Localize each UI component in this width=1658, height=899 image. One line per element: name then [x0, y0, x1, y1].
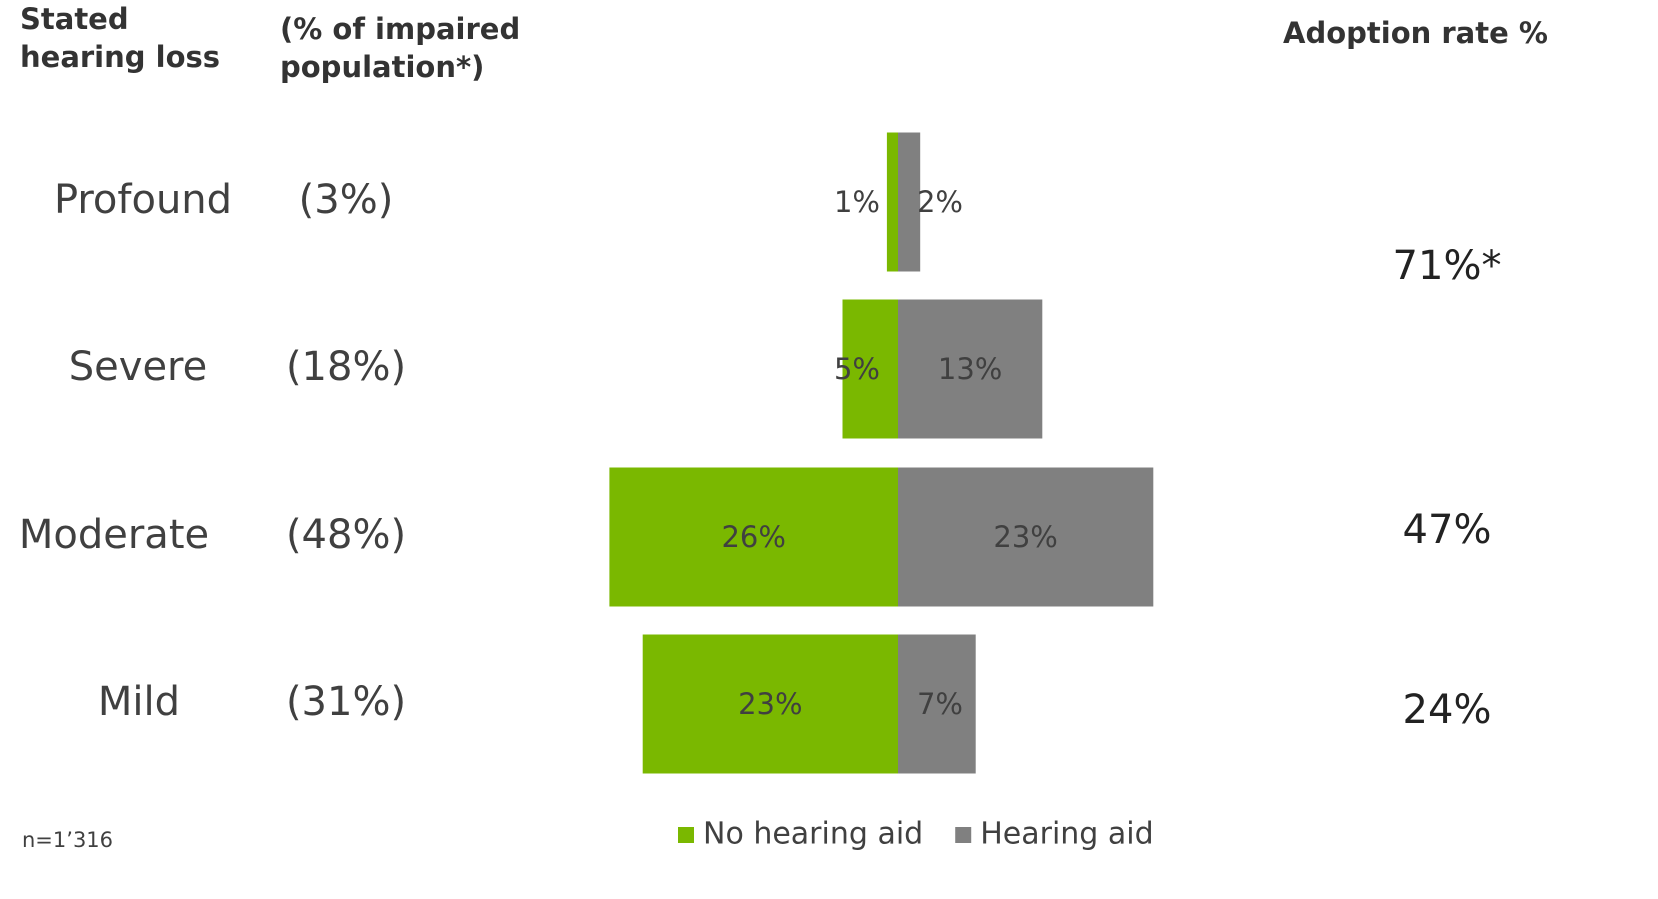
- category-label: Profound: [54, 177, 232, 223]
- header: (% of impaired: [280, 12, 520, 46]
- value-label: 5%: [834, 352, 880, 386]
- header: Stated: [20, 2, 129, 36]
- footnote: n=1’316: [22, 828, 113, 852]
- adoption-label: 47%: [1403, 507, 1492, 553]
- bar: [842, 299, 898, 439]
- bar: [898, 132, 921, 272]
- bar: [642, 634, 898, 774]
- value-label: 1%: [834, 185, 880, 219]
- legend-label: No hearing aid: [703, 817, 923, 852]
- value-label: 7%: [917, 687, 963, 721]
- population-label: (48%): [286, 512, 406, 558]
- legend-swatch: [678, 827, 694, 843]
- header: population*): [280, 50, 484, 84]
- bar: [898, 299, 1043, 439]
- category-label: Moderate: [19, 512, 209, 558]
- bar: [609, 467, 898, 607]
- adoption-label: 24%: [1403, 687, 1492, 733]
- header: Adoption rate %: [1283, 16, 1548, 50]
- value-label: 23%: [993, 520, 1057, 554]
- legend-swatch: [955, 827, 972, 843]
- bar: [886, 132, 898, 272]
- value-label: 23%: [738, 687, 802, 721]
- population-label: (31%): [286, 679, 406, 725]
- population-label: (3%): [299, 177, 394, 223]
- category-label: Mild: [98, 679, 180, 725]
- population-label: (18%): [286, 344, 406, 390]
- bar: [898, 634, 976, 774]
- value-label: 2%: [917, 185, 963, 219]
- category-label: Severe: [69, 344, 207, 390]
- value-label: 13%: [938, 352, 1002, 386]
- bar: [898, 467, 1154, 607]
- legend-label: Hearing aid: [980, 817, 1153, 852]
- adoption-label: 71%*: [1393, 243, 1502, 289]
- header: hearing loss: [20, 40, 220, 74]
- value-label: 26%: [721, 520, 785, 554]
